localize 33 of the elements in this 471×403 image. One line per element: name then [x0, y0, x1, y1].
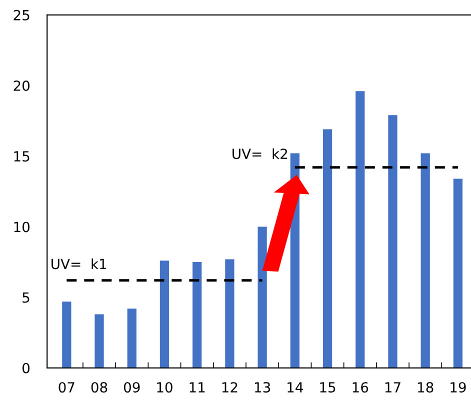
y-tick-label: 10	[14, 222, 30, 232]
bar	[160, 260, 170, 368]
y-tick-label: 0	[22, 362, 30, 374]
x-tick-label: 09	[124, 382, 140, 393]
bar	[388, 115, 398, 368]
x-tick-label: 12	[222, 382, 238, 392]
bar	[127, 308, 136, 368]
x-tick-label: 10	[157, 382, 172, 393]
x-tick-label: 11	[190, 382, 205, 392]
bar	[94, 314, 104, 368]
x-tick-label: 18	[418, 382, 434, 393]
x-tick-label: 16	[352, 382, 368, 393]
x-tick-label: 14	[288, 382, 303, 392]
x-tick-label: 13	[255, 382, 270, 393]
x-tick-label: 08	[91, 382, 108, 393]
y-tick-label: 15	[14, 151, 30, 162]
x-tick-label: 17	[385, 382, 400, 392]
bar	[420, 153, 430, 368]
bar	[453, 178, 463, 368]
bar	[225, 259, 234, 368]
bar	[356, 91, 365, 368]
bar	[192, 262, 202, 368]
bar	[62, 302, 72, 368]
annotation: UV= k2	[232, 148, 288, 160]
x-tick-label: 19	[450, 382, 466, 393]
y-tick-label: 5	[22, 292, 30, 303]
y-tick-label: 20	[14, 80, 30, 91]
annotation: UV= k1	[52, 258, 106, 270]
bar	[258, 226, 267, 368]
x-tick-label: 07	[58, 382, 74, 393]
x-tick-label: 15	[320, 382, 336, 393]
bar	[322, 129, 332, 368]
y-tick-label: 25	[14, 10, 30, 20]
